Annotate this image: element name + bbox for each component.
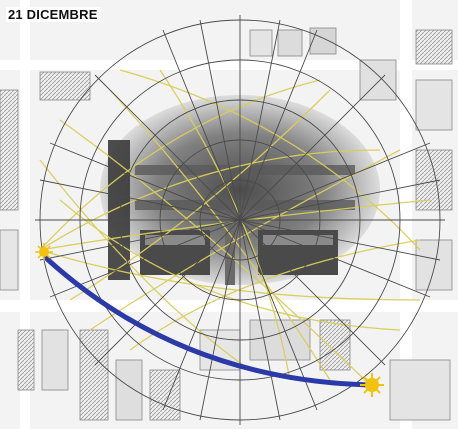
sunrise-sun-icon — [35, 243, 53, 261]
date-title: 21 DICEMBRE — [6, 7, 100, 22]
sunset-sun-icon — [360, 373, 384, 397]
sun-path-diagram — [35, 15, 445, 425]
sun-path-arc — [43, 255, 373, 388]
